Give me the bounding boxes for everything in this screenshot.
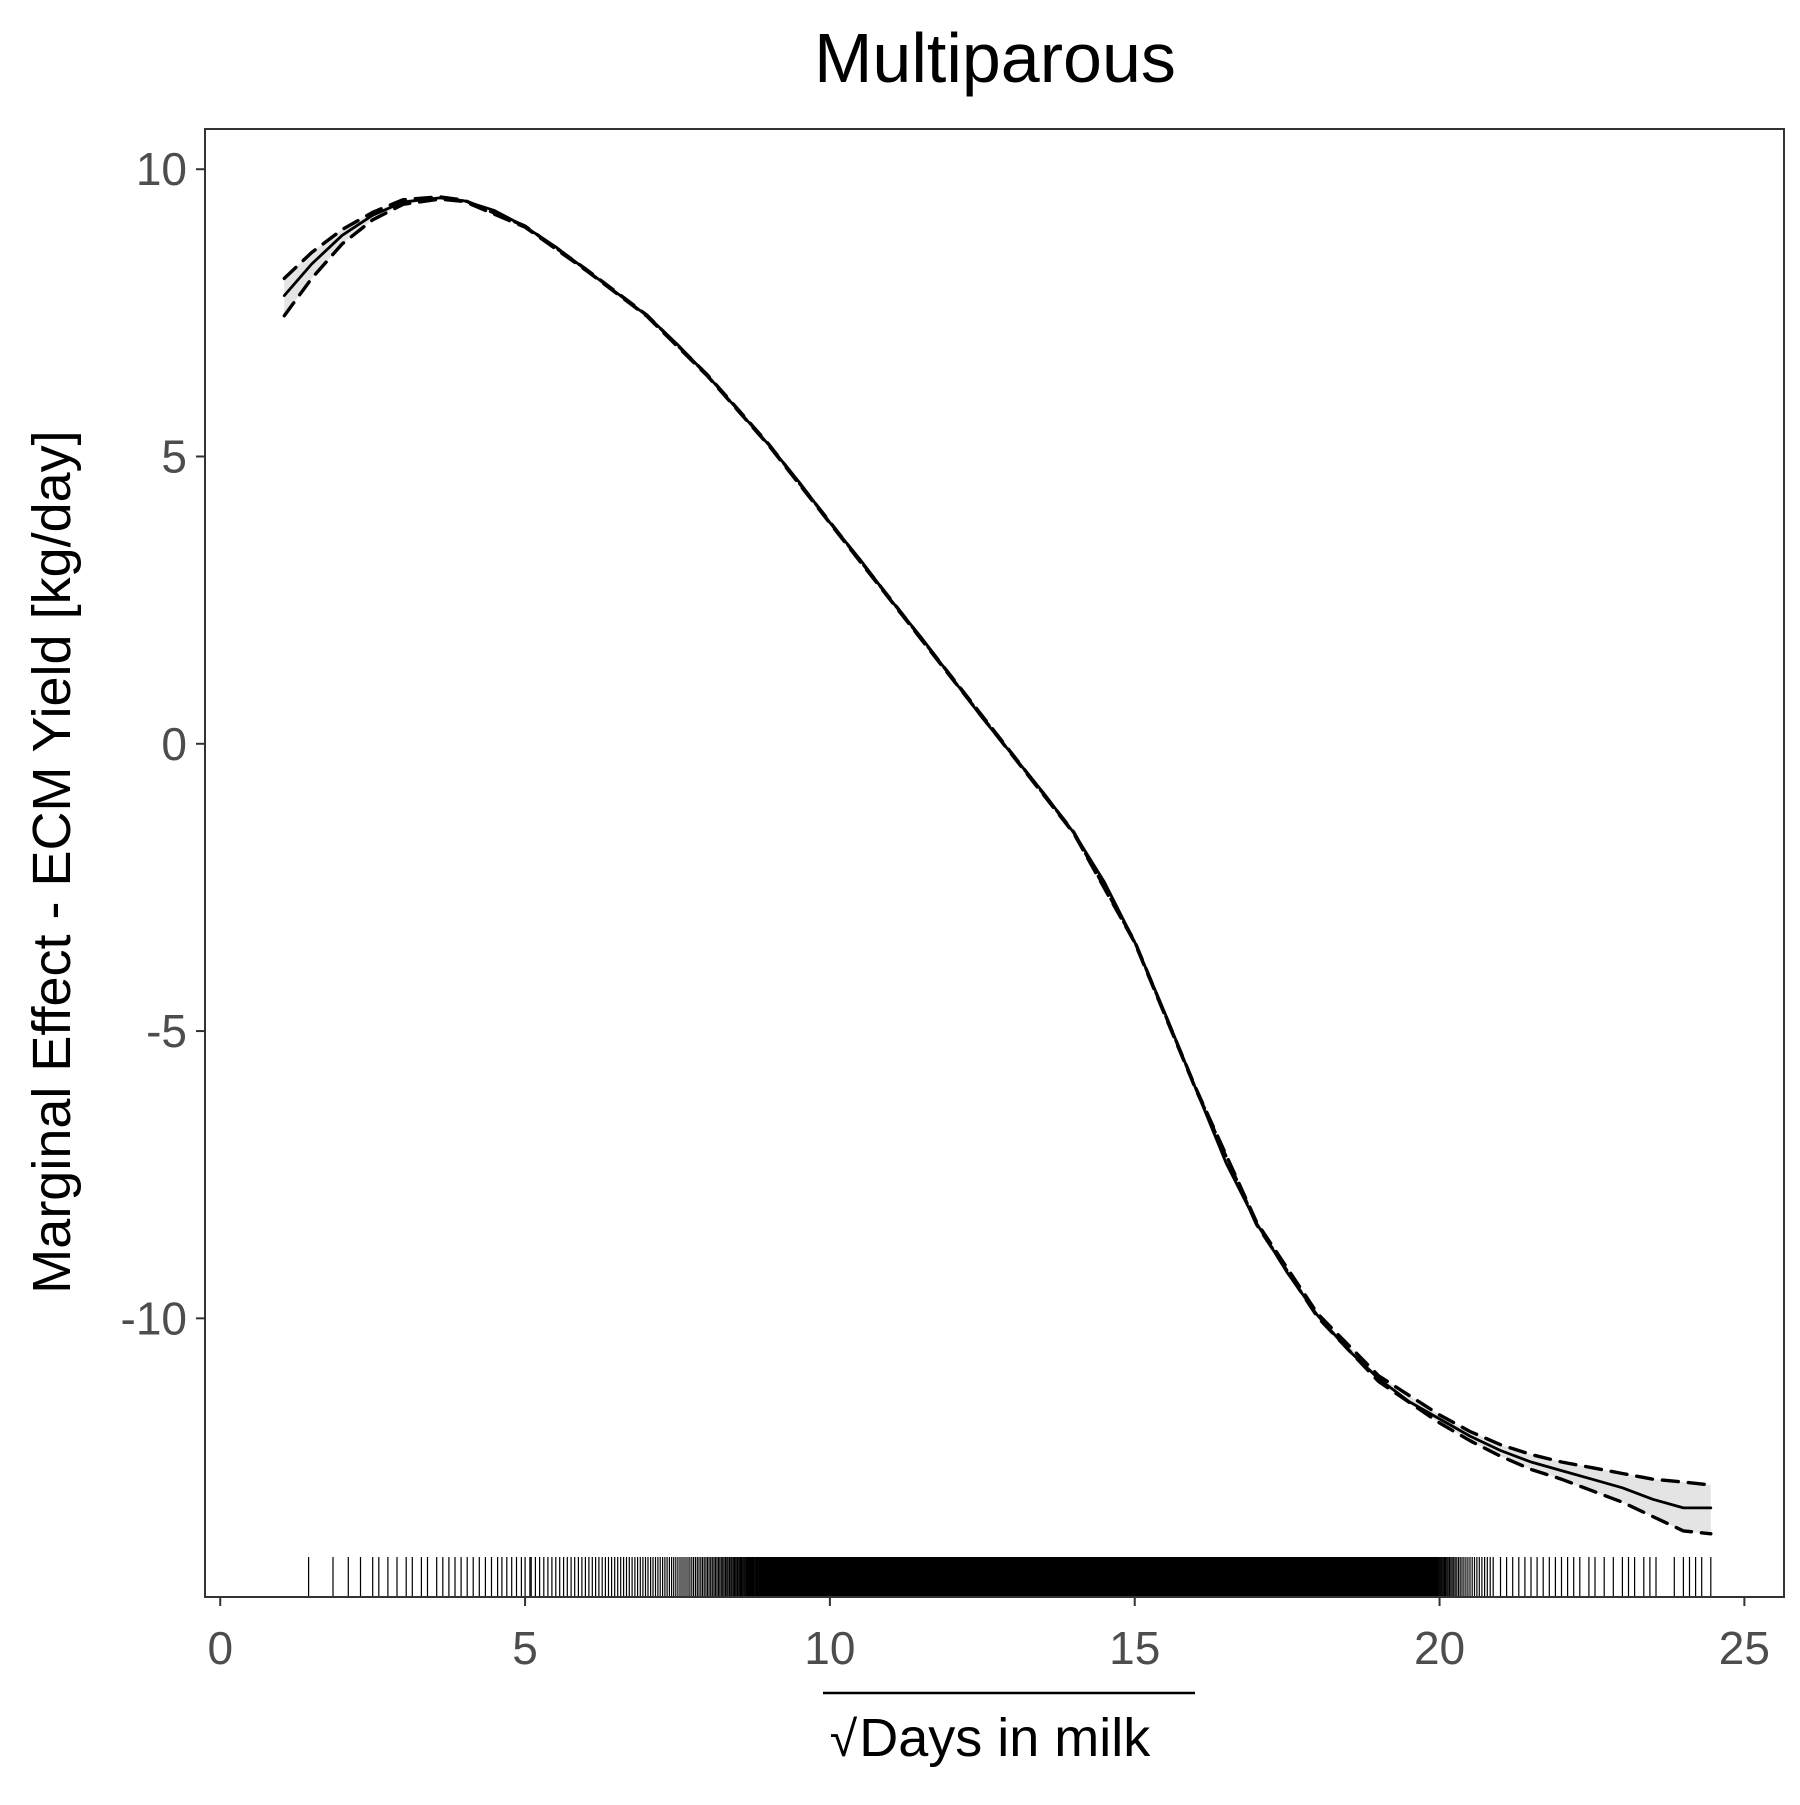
series-line-estimate — [282, 196, 1713, 1510]
y-axis-title: Marginal Effect - ECM Yield [kg/day] — [22, 430, 82, 1293]
x-tick-label: 10 — [804, 1622, 855, 1674]
sqrt-symbol: √ — [830, 1711, 858, 1767]
plot-frame — [204, 128, 1785, 1598]
series-line-upper-bound — [282, 195, 1713, 1487]
series-line-lower-bound — [282, 197, 1713, 1536]
rug — [308, 1557, 1712, 1597]
rug-mark-dense-block — [820, 1557, 1434, 1597]
plot-area — [282, 195, 1713, 1597]
x-tick-label: 15 — [1109, 1622, 1160, 1674]
y-tick-label: -10 — [121, 1292, 187, 1344]
x-axis-title-text: Days in milk — [859, 1708, 1151, 1768]
chart-title: Multiparous — [814, 19, 1176, 97]
x-axis: 0 5 10 15 20 25 — [207, 1597, 1770, 1674]
y-tick-label: 0 — [161, 718, 187, 770]
x-tick-label: 25 — [1719, 1622, 1770, 1674]
x-tick-label: 0 — [207, 1622, 233, 1674]
y-tick-label: 10 — [136, 143, 187, 195]
x-tick-label: 5 — [512, 1622, 538, 1674]
x-axis-title: √Days in milk — [830, 1708, 1151, 1768]
y-tick-label: -5 — [146, 1005, 187, 1057]
x-tick-label: 20 — [1414, 1622, 1465, 1674]
y-axis: 10 5 0 -5 -10 — [121, 143, 205, 1344]
y-tick-label: 5 — [161, 430, 187, 482]
confidence-ribbon — [284, 196, 1711, 1534]
